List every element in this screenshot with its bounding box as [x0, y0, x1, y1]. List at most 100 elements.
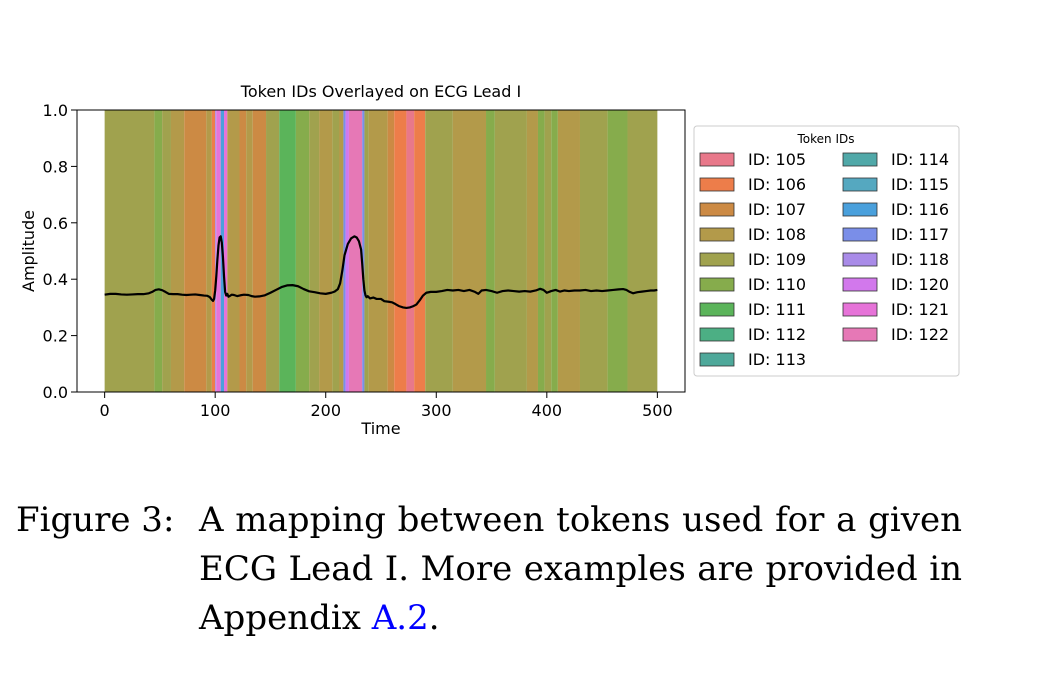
token-band-108 [170, 110, 185, 392]
legend-label-111: ID: 111 [748, 300, 806, 319]
legend-swatch-117 [842, 227, 878, 242]
token-band-108 [557, 110, 580, 392]
legend-label-122: ID: 122 [891, 325, 949, 344]
token-band-108 [338, 110, 344, 392]
token-band-108 [206, 110, 212, 392]
y-tick-label: 0.6 [43, 214, 68, 233]
ecg-signal [104, 235, 658, 310]
x-tick-label: 500 [642, 401, 673, 420]
token-band-109 [627, 110, 658, 392]
token-band-109 [579, 110, 608, 392]
legend-label-110: ID: 110 [748, 275, 806, 294]
token-band-110 [537, 110, 545, 392]
token-band-107 [387, 110, 395, 392]
token-band-118 [215, 110, 217, 392]
token-band-110 [154, 110, 163, 392]
token-band-107 [184, 110, 207, 392]
legend-title: Token IDs [797, 132, 855, 146]
token-band-108 [246, 110, 253, 392]
token-band-120 [345, 110, 349, 392]
x-axis-ticks: 0 100 200 300 400 500 [100, 392, 673, 420]
x-tick-label: 100 [200, 401, 231, 420]
token-band-121 [224, 110, 228, 392]
legend-label-113: ID: 113 [748, 350, 806, 369]
token-bands [104, 110, 658, 392]
token-band-122 [348, 110, 363, 392]
legend-label-120: ID: 120 [891, 275, 949, 294]
legend-swatch-107 [699, 202, 735, 217]
token-band-110 [551, 110, 558, 392]
legend-label-105: ID: 105 [748, 150, 806, 169]
legend-label-118: ID: 118 [891, 250, 949, 269]
caption-body: A mapping between tokens used for a give… [199, 496, 962, 643]
y-tick-label: 0.4 [43, 270, 68, 289]
y-tick-label: 0.2 [43, 327, 68, 346]
legend-label-117: ID: 117 [891, 225, 949, 244]
token-band-109 [494, 110, 527, 392]
token-band-108 [227, 110, 240, 392]
legend-swatch-122 [842, 327, 878, 342]
caption-end: . [428, 598, 440, 638]
token-band-106 [211, 110, 216, 392]
legend-swatch-115 [842, 177, 878, 192]
token-band-108 [368, 110, 388, 392]
caption-text: A mapping between tokens used for a give… [199, 500, 962, 638]
token-band-107 [252, 110, 267, 392]
legend-swatch-108 [699, 227, 735, 242]
token-band-109 [309, 110, 320, 392]
x-tick-label: 200 [310, 401, 341, 420]
legend-label-109: ID: 109 [748, 250, 806, 269]
token-band-108 [452, 110, 487, 392]
x-axis-label: Time [360, 419, 400, 438]
legend-swatch-105 [699, 152, 735, 167]
token-band-117 [343, 110, 346, 392]
token-band-109 [425, 110, 453, 392]
x-tick-label: 400 [532, 401, 563, 420]
legend-swatch-121 [842, 302, 878, 317]
token-band-110 [295, 110, 310, 392]
y-axis-ticks: 0.0 0.2 0.4 0.6 0.8 1.0 [43, 101, 77, 402]
legend-swatch-106 [699, 177, 735, 192]
token-band-110 [486, 110, 495, 392]
legend-swatch-114 [842, 152, 878, 167]
legend-swatch-109 [699, 252, 735, 267]
legend-swatch-116 [842, 202, 878, 217]
legend-swatch-111 [699, 302, 735, 317]
y-tick-label: 1.0 [43, 101, 68, 120]
token-band-109 [266, 110, 280, 392]
legend-swatch-110 [699, 277, 735, 292]
y-tick-label: 0.0 [43, 383, 68, 402]
token-band-111 [279, 110, 296, 392]
chart-title: Token IDs Overlayed on ECG Lead I [240, 82, 521, 101]
legend-label-121: ID: 121 [891, 300, 949, 319]
legend-swatch-112 [699, 327, 735, 342]
token-band-109 [364, 110, 369, 392]
legend-swatch-118 [842, 252, 878, 267]
legend-label-108: ID: 108 [748, 225, 806, 244]
legend-label-116: ID: 116 [891, 200, 949, 219]
token-band-117 [362, 110, 365, 392]
y-axis-label: Amplitude [19, 210, 38, 292]
legend-items: ID: 105 ID: 106 ID: 107 ID: 108 ID: 109 ID: 1… [699, 150, 949, 369]
token-band-108 [526, 110, 538, 392]
ecg-line [104, 235, 658, 310]
legend-swatch-120 [842, 277, 878, 292]
token-band-108 [319, 110, 333, 392]
token-band-106 [414, 110, 426, 392]
legend-label-107: ID: 107 [748, 200, 806, 219]
legend-label-114: ID: 114 [891, 150, 949, 169]
x-tick-label: 300 [421, 401, 452, 420]
legend-swatch-113 [699, 352, 735, 367]
token-band-107 [239, 110, 247, 392]
legend-frame [693, 125, 960, 377]
appendix-link[interactable]: A.2 [371, 598, 429, 638]
y-tick-label: 0.8 [43, 157, 68, 176]
token-band-109 [162, 110, 171, 392]
ecg-token-chart: Token IDs Overlayed on ECG Lead I 0 100 20… [19, 82, 960, 438]
legend-label-106: ID: 106 [748, 175, 806, 194]
caption-label: Figure 3: [16, 500, 175, 540]
legend-label-115: ID: 115 [891, 175, 949, 194]
token-band-106 [394, 110, 407, 392]
x-tick-label: 0 [100, 401, 110, 420]
